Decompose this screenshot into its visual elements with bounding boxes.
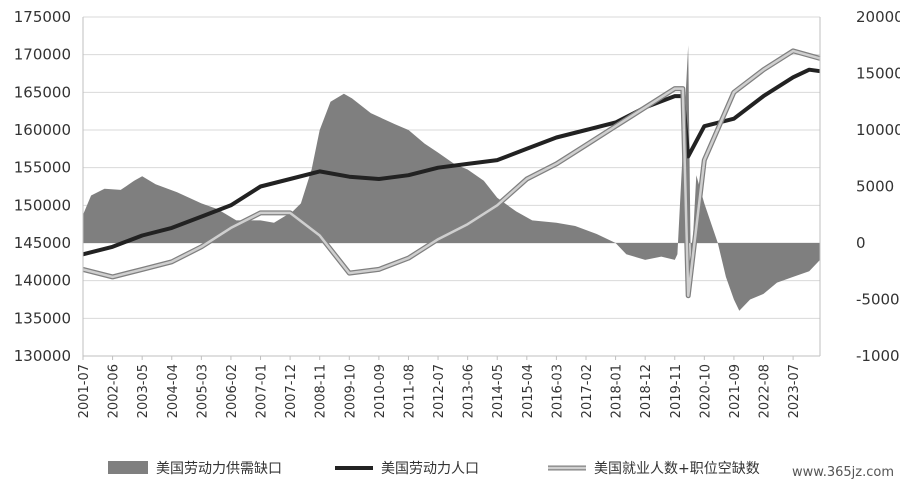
left-tick-label: 160000 — [14, 121, 71, 139]
x-tick-label: 2020-10 — [698, 364, 713, 418]
x-tick-label: 2021-09 — [728, 364, 743, 418]
x-tick-label: 2016-03 — [550, 364, 565, 418]
x-tick-label: 2004-04 — [166, 364, 181, 418]
gap-area-shape — [83, 45, 820, 311]
x-tick-label: 2010-09 — [373, 364, 388, 418]
x-tick-label: 2012-07 — [432, 364, 447, 418]
right-axis-tick-labels: -10000 -5000 0 5000 10000 15000 20000 — [856, 8, 900, 365]
legend-label: 美国劳动力人口 — [381, 461, 479, 477]
right-tick-label: -10000 — [856, 347, 900, 365]
x-tick-label: 2007-12 — [284, 364, 299, 418]
left-tick-label: 170000 — [14, 46, 71, 64]
left-tick-label: 150000 — [14, 196, 71, 214]
x-tick-label: 2018-01 — [610, 364, 625, 418]
right-tick-label: 20000 — [856, 8, 900, 26]
x-tick-label: 2009-10 — [343, 364, 358, 418]
legend-label: 美国就业人数+职位空缺数 — [594, 461, 760, 477]
x-tick-label: 2003-05 — [136, 364, 151, 418]
left-tick-label: 140000 — [14, 272, 71, 290]
left-tick-label: 165000 — [14, 83, 71, 101]
left-tick-label: 135000 — [14, 309, 71, 327]
right-tick-label: 10000 — [856, 121, 900, 139]
x-tick-label: 2022-08 — [758, 364, 773, 418]
x-tick-label: 2015-04 — [521, 364, 536, 418]
x-tick-label: 2018-12 — [639, 364, 654, 418]
x-tick-label: 2014-05 — [491, 364, 506, 418]
x-tick-label: 2005-03 — [195, 364, 210, 418]
x-tick-label: 2013-06 — [462, 364, 477, 418]
legend-swatch-area — [108, 461, 148, 474]
x-tick-label: 2019-11 — [669, 364, 684, 418]
legend-label: 美国劳动力供需缺口 — [156, 461, 282, 477]
axes — [82, 17, 821, 357]
labor-force-line — [82, 67, 821, 257]
x-tick-label: 2023-07 — [787, 364, 802, 418]
left-tick-label: 155000 — [14, 159, 71, 177]
right-tick-label: -5000 — [856, 291, 900, 309]
right-tick-label: 5000 — [856, 178, 894, 196]
right-tick-label: 15000 — [856, 65, 900, 83]
x-axis-tick-labels: 2001-07 2002-06 2003-05 2004-04 2005-03 2006-… — [77, 356, 802, 418]
x-tick-label: 2001-07 — [77, 364, 92, 418]
watermark: www.365jz.com — [792, 465, 894, 480]
x-tick-label: 2017-02 — [580, 364, 595, 418]
series-labor-gap-area — [83, 45, 820, 311]
series-lines — [82, 48, 821, 299]
left-axis-tick-labels: 130000 135000 140000 145000 150000 155000 1600… — [14, 8, 71, 365]
legend: 美国劳动力供需缺口 美国劳动力人口 美国就业人数+职位空缺数 — [108, 461, 760, 477]
jobs-plus-openings-line — [82, 49, 821, 297]
right-tick-label: 0 — [856, 234, 866, 252]
x-tick-label: 2008-11 — [314, 364, 329, 418]
x-tick-label: 2011-08 — [402, 364, 417, 418]
x-tick-label: 2007-01 — [255, 364, 270, 418]
left-tick-label: 130000 — [14, 347, 71, 365]
left-tick-label: 145000 — [14, 234, 71, 252]
left-tick-label: 175000 — [14, 8, 71, 26]
x-tick-label: 2006-02 — [225, 364, 240, 418]
x-tick-label: 2002-06 — [107, 364, 122, 418]
